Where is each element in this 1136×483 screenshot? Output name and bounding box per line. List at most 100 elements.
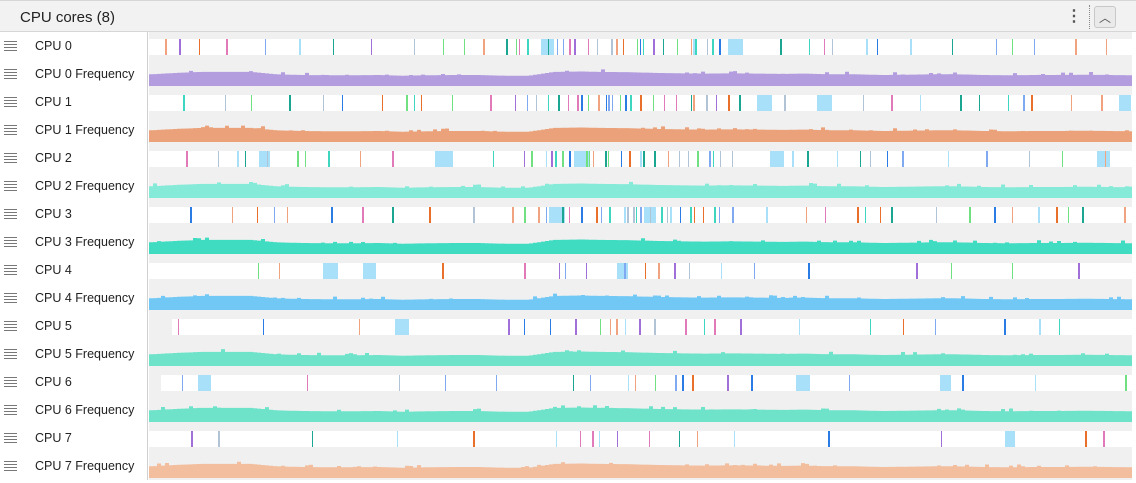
cpu-slice[interactable] bbox=[1061, 151, 1064, 167]
track-row[interactable]: CPU 5 bbox=[0, 312, 1136, 340]
cpu-slice[interactable] bbox=[413, 39, 416, 55]
cpu-slice[interactable] bbox=[828, 431, 830, 447]
cpu-slice[interactable] bbox=[848, 375, 850, 391]
cpu-slice[interactable] bbox=[678, 431, 681, 447]
cpu-slice[interactable] bbox=[682, 375, 684, 391]
cpu-slice[interactable] bbox=[473, 431, 475, 447]
cpu-slice[interactable] bbox=[587, 95, 590, 111]
drag-handle-icon[interactable] bbox=[4, 405, 17, 415]
cpu-slice[interactable] bbox=[177, 319, 180, 335]
track-row[interactable]: CPU 5 Frequency bbox=[0, 340, 1136, 368]
cpu-slice[interactable] bbox=[635, 207, 638, 223]
track-row[interactable]: CPU 7 bbox=[0, 424, 1136, 452]
cpu-slice[interactable] bbox=[1007, 95, 1010, 111]
chevron-up-icon[interactable]: ︿ bbox=[1094, 6, 1116, 28]
cpu-slice[interactable] bbox=[934, 319, 937, 335]
cpu-slice[interactable] bbox=[331, 207, 333, 223]
cpu-slice[interactable] bbox=[654, 319, 656, 335]
drag-handle-icon[interactable] bbox=[4, 153, 17, 163]
cpu-slice[interactable] bbox=[869, 319, 871, 335]
track-row[interactable]: CPU 7 Frequency bbox=[0, 452, 1136, 480]
cpu-slice[interactable] bbox=[986, 151, 988, 167]
cpu-slice[interactable] bbox=[712, 151, 715, 167]
cpu-slice[interactable] bbox=[644, 263, 647, 279]
cpu-slice[interactable] bbox=[935, 207, 938, 223]
cpu-slice[interactable] bbox=[259, 151, 271, 167]
cpu-slice[interactable] bbox=[607, 151, 610, 167]
cpu-frequency-track[interactable] bbox=[149, 60, 1132, 88]
cpu-slice[interactable] bbox=[551, 151, 553, 167]
cpu-slice[interactable] bbox=[299, 39, 301, 55]
cpu-slice[interactable] bbox=[670, 207, 672, 223]
cpu-slice[interactable] bbox=[605, 95, 608, 111]
track-row[interactable]: CPU 1 Frequency bbox=[0, 116, 1136, 144]
cpu-slice[interactable] bbox=[332, 39, 335, 55]
cpu-slice[interactable] bbox=[869, 151, 872, 167]
cpu-slice[interactable] bbox=[562, 39, 565, 55]
cpu-frequency-track[interactable] bbox=[149, 228, 1132, 256]
cpu-slice[interactable] bbox=[876, 39, 879, 55]
cpu-slice[interactable] bbox=[587, 39, 590, 55]
cpu-slice[interactable] bbox=[732, 207, 734, 223]
cpu-frequency-track[interactable] bbox=[149, 284, 1132, 312]
cpu-slice[interactable] bbox=[702, 207, 705, 223]
cpu-slice[interactable] bbox=[633, 207, 635, 223]
cpu-slice[interactable] bbox=[891, 95, 893, 111]
cpu-cores-group-header[interactable]: CPU cores (8) ⋮ ︿ bbox=[0, 0, 1136, 32]
cpu-slice[interactable] bbox=[1082, 207, 1084, 223]
cpu-slice[interactable] bbox=[770, 151, 785, 167]
cpu-slice[interactable] bbox=[824, 207, 827, 223]
cpu-slice[interactable] bbox=[429, 207, 431, 223]
cpu-slice-track[interactable] bbox=[149, 256, 1132, 284]
cpu-slice[interactable] bbox=[675, 375, 677, 391]
cpu-slice[interactable] bbox=[473, 207, 475, 223]
cpu-slice[interactable] bbox=[727, 375, 729, 391]
cpu-slice[interactable] bbox=[515, 39, 518, 55]
cpu-slice[interactable] bbox=[792, 151, 794, 167]
cpu-slice[interactable] bbox=[862, 95, 865, 111]
cpu-slice[interactable] bbox=[706, 95, 708, 111]
cpu-slice[interactable] bbox=[523, 151, 526, 167]
cpu-slice[interactable] bbox=[662, 39, 665, 55]
cpu-slice[interactable] bbox=[1028, 151, 1031, 167]
cpu-slice-track[interactable] bbox=[149, 368, 1132, 396]
cpu-slice[interactable] bbox=[577, 95, 579, 111]
cpu-slice[interactable] bbox=[1039, 319, 1041, 335]
cpu-slice[interactable] bbox=[738, 39, 740, 55]
cpu-slice[interactable] bbox=[1011, 207, 1014, 223]
cpu-slice[interactable] bbox=[564, 263, 567, 279]
cpu-slice[interactable] bbox=[624, 263, 626, 279]
cpu-slice[interactable] bbox=[1031, 95, 1033, 111]
cpu-slice[interactable] bbox=[600, 207, 603, 223]
cpu-slice[interactable] bbox=[817, 95, 832, 111]
cpu-slice[interactable] bbox=[649, 207, 652, 223]
cpu-slice[interactable] bbox=[278, 263, 281, 279]
cpu-slice[interactable] bbox=[653, 39, 655, 55]
cpu-slice[interactable] bbox=[567, 95, 570, 111]
cpu-slice[interactable] bbox=[624, 207, 626, 223]
cpu-slice[interactable] bbox=[186, 151, 188, 167]
cpu-slice[interactable] bbox=[1096, 151, 1110, 167]
cpu-slice[interactable] bbox=[549, 319, 552, 335]
cpu-slice[interactable] bbox=[719, 39, 721, 55]
cpu-slice[interactable] bbox=[413, 95, 416, 111]
drag-handle-icon[interactable] bbox=[4, 97, 17, 107]
cpu-slice[interactable] bbox=[262, 319, 265, 335]
cpu-slice[interactable] bbox=[919, 95, 922, 111]
cpu-slice[interactable] bbox=[611, 39, 613, 55]
cpu-slice[interactable] bbox=[753, 263, 756, 279]
cpu-slice[interactable] bbox=[616, 263, 628, 279]
cpu-slice[interactable] bbox=[609, 207, 611, 223]
cpu-slice[interactable] bbox=[244, 151, 247, 167]
cpu-slice[interactable] bbox=[585, 263, 588, 279]
cpu-slice[interactable] bbox=[562, 151, 564, 167]
cpu-slice[interactable] bbox=[1078, 263, 1080, 279]
cpu-slice[interactable] bbox=[381, 95, 384, 111]
cpu-slice[interactable] bbox=[636, 39, 639, 55]
cpu-frequency-track[interactable] bbox=[149, 116, 1132, 144]
cpu-slice[interactable] bbox=[798, 319, 801, 335]
cpu-slice-track[interactable] bbox=[149, 32, 1132, 60]
cpu-slice[interactable] bbox=[581, 95, 583, 111]
cpu-slice[interactable] bbox=[620, 151, 623, 167]
cpu-slice[interactable] bbox=[286, 207, 289, 223]
